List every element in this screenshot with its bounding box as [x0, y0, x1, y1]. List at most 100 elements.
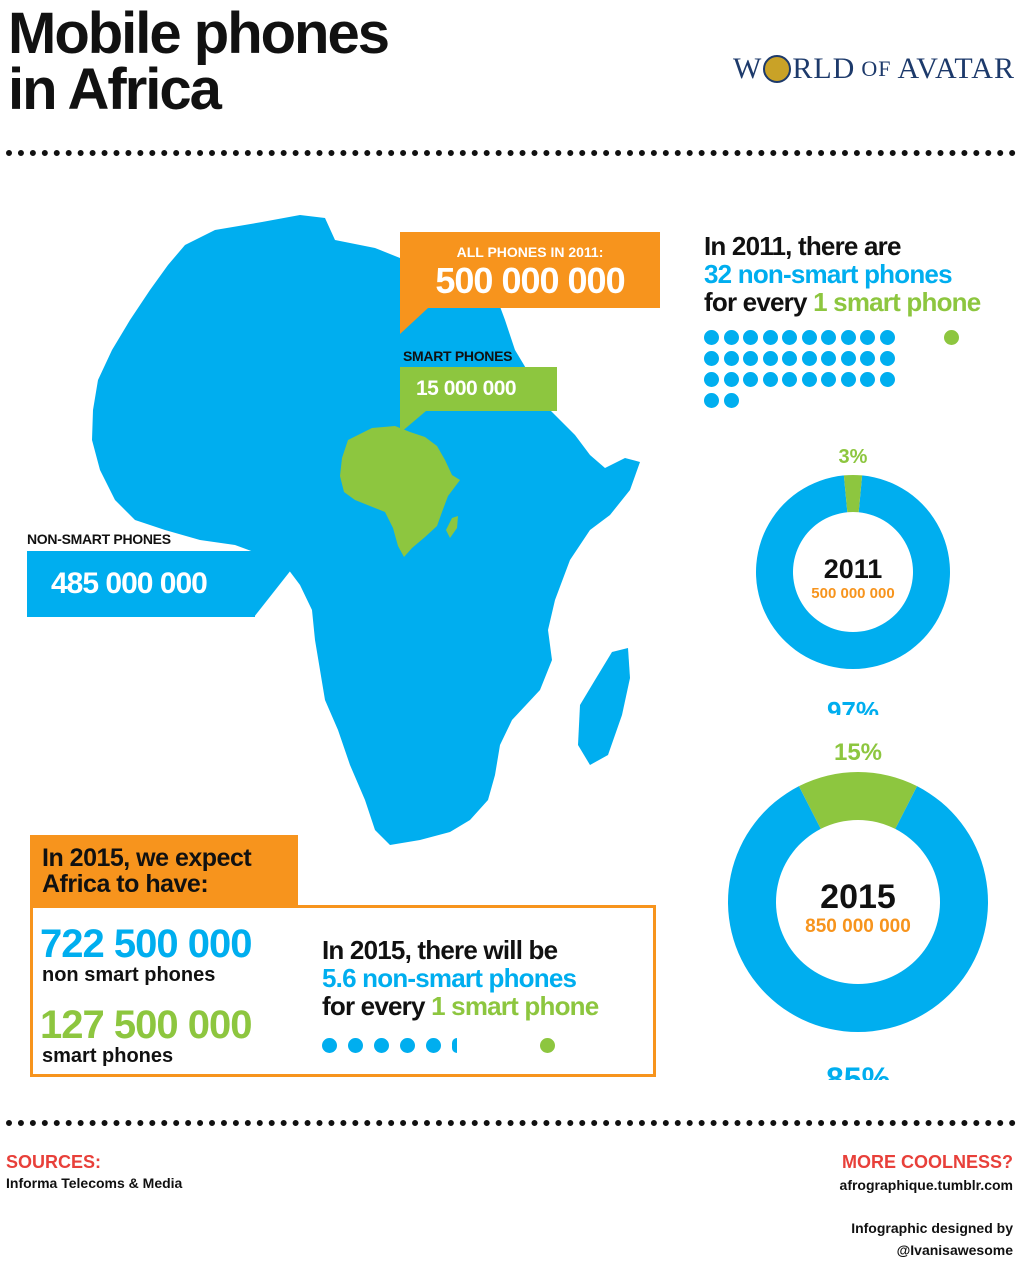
- non-smart-dot: [723, 372, 739, 387]
- non-smart-dot: [840, 351, 856, 366]
- non-smart-pointer: [254, 551, 306, 617]
- ratio-2015-line-2: 5.6 non-smart phones: [322, 963, 577, 993]
- brand-w: W: [733, 52, 763, 85]
- small-madagascar-shape: [446, 516, 458, 538]
- smart-dot: [540, 1038, 555, 1053]
- ratio-2015-text: In 2015, there will be 5.6 non-smart pho…: [322, 935, 599, 1021]
- non-smart-dot: [762, 351, 778, 366]
- non-smart-dot: [879, 351, 895, 366]
- more-coolness-link[interactable]: afrographique.tumblr.com: [839, 1177, 1013, 1193]
- ratio-2011-line-1: In 2011, there are: [704, 231, 901, 261]
- pie-label-smart: 15%: [834, 739, 882, 766]
- all-phones-pointer: [400, 308, 428, 334]
- non-smart-dot: [860, 372, 875, 387]
- non-smart-dot: [743, 330, 758, 345]
- page-title: Mobile phones in Africa: [8, 1, 390, 119]
- smart-phones-label: SMART PHONES: [403, 348, 513, 364]
- top-divider: [6, 150, 1016, 156]
- sources-text: Informa Telecoms & Media: [6, 1175, 183, 1191]
- bottom-divider: [6, 1120, 1016, 1126]
- non-smart-dot: [821, 372, 836, 387]
- non-smart-phones-value: 485 000 000: [27, 551, 255, 617]
- non-smart-dot: [801, 372, 817, 387]
- non-smart-dot: [348, 1038, 363, 1053]
- pie-slice-smart: [843, 475, 863, 513]
- non-smart-dot: [762, 330, 778, 345]
- all-phones-box: ALL PHONES IN 2011: 500 000 000: [400, 232, 660, 308]
- non-smart-dot: [743, 372, 758, 387]
- ratio-2015-line-3b: 1 smart phone: [431, 991, 599, 1021]
- pie-center-total: 500 000 000: [811, 585, 894, 602]
- forecast-smart-caption: smart phones: [42, 1045, 174, 1067]
- non-smart-dot: [723, 330, 739, 345]
- all-phones-value: 500 000 000: [435, 260, 625, 301]
- ratio-2011-text: In 2011, there are 32 non-smart phones f…: [704, 231, 981, 317]
- non-smart-dot: [704, 372, 719, 387]
- non-smart-phones-callout: 485 000 000: [27, 551, 255, 617]
- non-smart-dot: [860, 330, 875, 345]
- non-smart-dot: [452, 1038, 457, 1053]
- forecast-2015-heading-box: In 2015, we expect Africa to have:: [30, 835, 298, 905]
- forecast-heading-line-1: In 2015, we expect: [42, 844, 252, 872]
- brand-emblem-icon: [763, 55, 792, 83]
- ratio-2011-dots: [704, 330, 1004, 410]
- title-line-1: Mobile phones: [8, 1, 390, 66]
- non-smart-dot: [322, 1038, 337, 1053]
- non-smart-dot: [801, 330, 817, 345]
- pie-label-non-smart: 85%: [826, 1061, 890, 1080]
- pie-center-year: 2011: [824, 554, 883, 584]
- pie-center-year: 2015: [820, 878, 896, 916]
- sources-heading: SOURCES:: [6, 1152, 102, 1172]
- pie-label-smart: 3%: [839, 446, 868, 468]
- more-coolness-heading: MORE COOLNESS?: [841, 1152, 1013, 1172]
- smart-phones-pointer: [400, 411, 426, 433]
- non-smart-dot: [400, 1038, 415, 1053]
- non-smart-dot: [860, 351, 875, 366]
- non-smart-dot: [704, 351, 719, 366]
- africa-small-shape: [340, 426, 460, 557]
- ratio-2015-dots: [322, 1038, 582, 1058]
- all-phones-callout: ALL PHONES IN 2011: 500 000 000: [400, 232, 660, 334]
- non-smart-dot: [704, 393, 719, 408]
- forecast-smart-value: 127 500 000: [40, 1003, 252, 1047]
- brand-rld: RLD: [792, 52, 856, 85]
- ratio-2015-line-1: In 2015, there will be: [322, 935, 558, 965]
- non-smart-dot: [374, 1038, 389, 1053]
- non-smart-dot: [782, 330, 797, 345]
- forecast-heading-line-2: Africa to have:: [42, 870, 209, 898]
- credit-line-1: Infographic designed by: [851, 1220, 1013, 1236]
- ratio-2011-line-3a: for every: [704, 287, 814, 317]
- non-smart-dot: [801, 351, 817, 366]
- forecast-2015-box: [30, 905, 656, 1077]
- non-smart-dot: [743, 351, 758, 366]
- non-smart-dot: [821, 351, 836, 366]
- pie-label-non-smart: 97%: [827, 696, 879, 715]
- pie-center-total: 850 000 000: [805, 916, 911, 937]
- ratio-2011-line-3b: 1 smart phone: [813, 287, 981, 317]
- non-smart-dot: [879, 330, 895, 345]
- non-smart-dot: [840, 330, 856, 345]
- brand-of: OF: [861, 56, 892, 81]
- forecast-non-smart-caption: non smart phones: [42, 964, 216, 986]
- non-smart-dot: [821, 330, 836, 345]
- credit-line-2[interactable]: @Ivanisawesome: [896, 1242, 1013, 1258]
- non-smart-dot: [782, 372, 797, 387]
- smart-dot: [944, 330, 959, 345]
- non-smart-dot: [879, 372, 895, 387]
- non-smart-dot: [704, 330, 719, 345]
- madagascar-shape: [578, 648, 630, 765]
- forecast-non-smart-value: 722 500 000: [40, 922, 252, 966]
- smart-phones-value: 15 000 000: [400, 367, 557, 411]
- non-smart-dot: [723, 393, 739, 408]
- non-smart-phones-label: NON-SMART PHONES: [27, 531, 171, 547]
- pie-slice-non-smart: [728, 786, 988, 1032]
- pie-slice-smart: [798, 772, 918, 829]
- pie-slice-non-smart: [756, 475, 950, 669]
- non-smart-dot: [762, 372, 778, 387]
- non-smart-dot: [723, 351, 739, 366]
- smart-phones-callout: 15 000 000: [400, 367, 557, 433]
- non-smart-dot: [840, 372, 856, 387]
- non-smart-dot: [782, 351, 797, 366]
